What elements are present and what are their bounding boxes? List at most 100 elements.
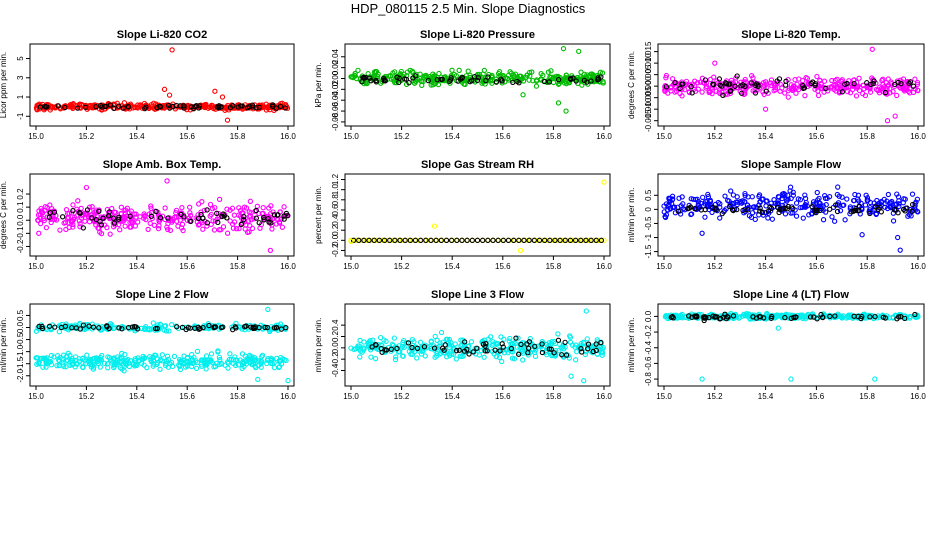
data-point [584, 336, 590, 342]
y-tick-label: -0.005 [644, 86, 653, 109]
data-point-black [204, 220, 211, 226]
data-point [742, 193, 748, 199]
data-point [259, 352, 266, 358]
data-point-black [106, 209, 113, 215]
data-point [569, 237, 576, 243]
data-point-black [256, 104, 262, 110]
x-tick-label: 15.2 [394, 262, 410, 271]
y-tick-label: 0.02 [331, 59, 340, 75]
data-point [155, 225, 162, 232]
data-point-black [142, 105, 148, 112]
data-point [715, 199, 721, 206]
data-point-black [782, 82, 789, 88]
data-point [199, 199, 205, 205]
data-point [74, 361, 80, 367]
data-point [252, 357, 259, 363]
data-point-black [170, 103, 176, 110]
data-point-black [410, 75, 416, 81]
data-point [364, 237, 370, 243]
x-tick-label: 15.8 [546, 392, 562, 401]
data-point-black [455, 78, 461, 84]
data-point [906, 211, 912, 218]
y-tick-label: 0.010 [644, 53, 653, 74]
data-point [701, 80, 708, 86]
panel-title: Slope Li-820 Pressure [420, 29, 535, 41]
data-point [242, 226, 248, 232]
data-point [912, 76, 918, 82]
data-point-black [734, 73, 740, 79]
x-tick-label: 15.4 [444, 132, 460, 141]
data-point [122, 207, 129, 213]
data-point [884, 83, 890, 89]
y-axis-label: ml/min per min. [627, 318, 636, 373]
data-point-black [729, 207, 736, 213]
x-tick-label: 16.0 [596, 262, 612, 271]
data-point-black [350, 237, 357, 243]
data-point [481, 354, 487, 360]
data-point [817, 77, 823, 83]
y-tick-label: -1 [644, 233, 653, 241]
x-tick-label: 15.0 [656, 132, 672, 141]
data-point-black [256, 220, 262, 226]
data-point-black [196, 105, 202, 111]
data-point [199, 357, 205, 363]
page-title: HDP_080115 2.5 Min. Slope Diagnostics [350, 1, 586, 16]
data-point-black [516, 80, 522, 86]
data-point [276, 220, 283, 226]
data-point [150, 357, 157, 363]
data-point [910, 89, 917, 96]
data-point [115, 354, 121, 360]
y-tick-label: 0.00 [331, 70, 340, 86]
data-point-black [732, 83, 738, 89]
data-point [417, 71, 423, 77]
data-point [159, 358, 165, 364]
data-point [914, 196, 921, 202]
data-point [580, 237, 586, 243]
data-point [165, 364, 172, 370]
panel-title: Slope Line 2 Flow [116, 289, 209, 301]
data-point-black [541, 237, 548, 243]
data-point-black [867, 210, 873, 217]
data-point [709, 90, 715, 97]
data-point [797, 197, 804, 203]
data-point [480, 77, 486, 83]
data-point [89, 203, 95, 210]
data-point [785, 94, 791, 100]
panel-2: Slope Li-820 Pressure kPa per min. 15.0 15.… [314, 29, 612, 141]
data-point [379, 237, 386, 243]
data-point [453, 356, 459, 362]
y-tick-label: -2.0 [16, 368, 25, 382]
data-point-black [755, 83, 761, 90]
data-point [662, 214, 669, 221]
plot-frame [344, 173, 611, 257]
data-point-black [47, 209, 53, 216]
data-point-black [434, 77, 440, 83]
x-tick-label: 15.4 [758, 262, 774, 271]
data-point [353, 237, 359, 243]
data-point [63, 358, 70, 364]
data-point-black [406, 80, 412, 86]
data-point [372, 356, 379, 362]
data-point [246, 357, 252, 363]
data-point [36, 101, 42, 107]
data-point [806, 212, 812, 218]
data-point-black [810, 79, 816, 85]
panel-title: Slope Line 3 Flow [431, 289, 524, 301]
data-point-black [120, 105, 127, 111]
data-point [165, 226, 171, 233]
data-point-black [449, 237, 455, 243]
data-point-black [583, 237, 589, 243]
panel-5: Slope Gas Stream RH percent per min. 15.0 1… [314, 159, 612, 271]
data-point [856, 87, 863, 94]
x-tick-label: 15.4 [444, 392, 460, 401]
data-point-black [679, 81, 685, 87]
data-point [893, 201, 900, 207]
data-point [247, 223, 253, 229]
data-point [763, 79, 769, 85]
data-point [667, 198, 673, 204]
data-point [187, 359, 193, 366]
data-point [804, 75, 811, 82]
outlier-point [788, 376, 794, 382]
data-point [839, 194, 845, 200]
data-point-black [541, 78, 548, 85]
